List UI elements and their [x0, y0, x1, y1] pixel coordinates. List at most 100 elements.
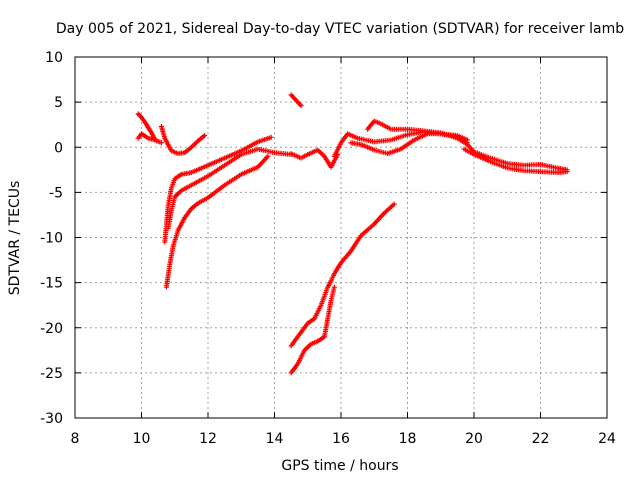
- data-point: [172, 176, 178, 182]
- data-point: [188, 182, 194, 188]
- data-point: [288, 343, 294, 349]
- data-point: [288, 151, 294, 157]
- data-point: [325, 284, 331, 290]
- x-axis-label: GPS time / hours: [281, 458, 398, 474]
- data-point: [165, 203, 171, 209]
- grid-lines: [75, 57, 607, 418]
- data-point: [321, 153, 327, 159]
- data-point: [538, 169, 543, 175]
- data-point: [202, 133, 208, 139]
- data-point: [378, 121, 384, 127]
- data-point: [564, 169, 570, 175]
- data-point: [411, 137, 417, 143]
- data-point: [205, 173, 211, 179]
- data-point: [175, 227, 181, 233]
- data-point: [182, 150, 188, 156]
- data-point: [325, 316, 331, 322]
- data-point: [371, 221, 377, 227]
- data-point: [205, 162, 211, 168]
- x-tick-label: 22: [532, 431, 550, 447]
- series-arc-f: [290, 148, 340, 169]
- data-point: [321, 293, 327, 299]
- data-point: [391, 201, 397, 207]
- data-point: [308, 341, 314, 347]
- data-point: [145, 135, 151, 141]
- data-point: [168, 148, 174, 154]
- data-point: [288, 92, 294, 98]
- data-point: [168, 207, 174, 213]
- data-point: [295, 99, 301, 105]
- data-point: [195, 138, 201, 144]
- data-point: [328, 278, 334, 284]
- series-arc-g: [289, 202, 396, 347]
- data-point: [135, 111, 141, 117]
- data-point: [311, 316, 317, 322]
- data-point: [331, 153, 337, 159]
- chart-title: Day 005 of 2021, Sidereal Day-to-day VTE…: [56, 21, 624, 37]
- data-point: [388, 137, 394, 143]
- data-point: [170, 244, 176, 250]
- data-point: [471, 151, 477, 157]
- data-point: [158, 140, 164, 146]
- data-point: [521, 168, 527, 174]
- data-point: [298, 155, 304, 161]
- data-point: [348, 140, 354, 146]
- data-point: [255, 164, 261, 170]
- data-point: [222, 155, 228, 161]
- data-point: [295, 361, 301, 367]
- data-point: [421, 128, 427, 134]
- data-point: [405, 126, 410, 132]
- series-arc-d: [164, 155, 270, 288]
- x-tick-label: 18: [399, 431, 417, 447]
- data-point: [291, 96, 297, 102]
- data-point: [295, 334, 301, 340]
- data-point: [331, 271, 337, 277]
- data-point: [345, 131, 351, 137]
- x-tick-label: 12: [199, 431, 217, 447]
- data-point: [365, 126, 371, 132]
- data-point: [338, 260, 344, 266]
- data-point: [167, 262, 173, 268]
- y-tick-label: -30: [40, 411, 63, 427]
- data-point: [298, 103, 304, 109]
- y-tick-label: -10: [40, 231, 63, 247]
- data-point: [288, 370, 294, 376]
- data-point: [265, 153, 271, 159]
- y-tick-label: 0: [54, 140, 63, 156]
- data-point: [188, 144, 194, 150]
- data-point: [371, 139, 377, 145]
- data-point: [238, 171, 244, 177]
- data-point: [195, 200, 201, 206]
- data-point: [315, 338, 321, 344]
- data-point: [152, 137, 158, 143]
- y-tick-label: -5: [49, 185, 63, 201]
- data-point: [504, 165, 510, 171]
- series-arc-b: [162, 135, 273, 243]
- data-point: [554, 170, 560, 176]
- data-point: [268, 134, 274, 140]
- data-point: [321, 334, 327, 340]
- data-point: [331, 284, 337, 290]
- data-point: [488, 159, 494, 165]
- data-point: [398, 146, 404, 152]
- data-point: [461, 146, 467, 152]
- data-point: [135, 135, 141, 141]
- x-tick-label: 24: [598, 431, 616, 447]
- data-point: [538, 161, 543, 167]
- data-point: [521, 162, 527, 168]
- data-point: [388, 126, 394, 132]
- data-point: [328, 298, 334, 304]
- data-point: [328, 164, 334, 170]
- data-point: [255, 146, 261, 152]
- data-point: [222, 182, 228, 188]
- data-point: [358, 142, 364, 148]
- data-point: [371, 118, 377, 124]
- x-tick-label: 20: [465, 431, 483, 447]
- data-point: [405, 132, 410, 138]
- data-point: [188, 170, 194, 176]
- data-point: [238, 151, 244, 157]
- y-tick-label: 5: [54, 95, 63, 111]
- data-point: [172, 194, 178, 200]
- y-tick-label: -25: [40, 366, 63, 382]
- data-point: [178, 188, 184, 194]
